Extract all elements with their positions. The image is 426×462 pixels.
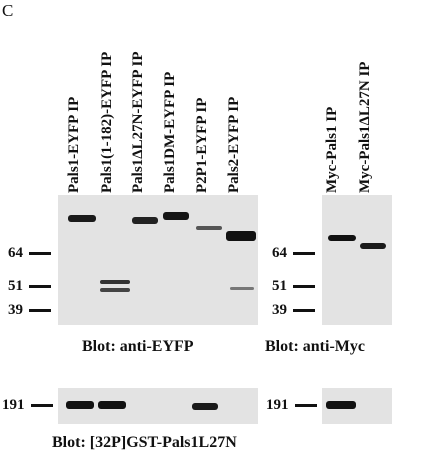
marker-51-right: 51: [272, 279, 315, 294]
band: [163, 212, 189, 220]
marker-39-right: 39: [272, 303, 315, 318]
marker-39-left: 39: [8, 303, 51, 318]
band: [328, 235, 356, 241]
lane-label-4: Pals1DM-EYFP IP: [162, 71, 178, 193]
marker-label: 51: [8, 278, 23, 294]
band: [230, 287, 254, 290]
band: [132, 217, 158, 224]
marker-tick: [293, 252, 315, 255]
marker-label: 64: [272, 245, 287, 261]
marker-tick: [29, 309, 51, 312]
band: [100, 280, 130, 284]
lane-label-3: Pals1ΔL27N-EYFP IP: [130, 51, 146, 194]
marker-191-right: 191: [266, 398, 317, 413]
band: [226, 231, 256, 241]
lane-label-1: Pals1-EYFP IP: [66, 96, 82, 193]
lane-label-2: Pals1(1-182)-EYFP IP: [99, 51, 115, 193]
caption-anti-eyfp: Blot: anti-EYFP: [82, 338, 194, 355]
marker-64-left: 64: [8, 246, 51, 261]
blot-anti-eyfp: [58, 195, 258, 325]
marker-label: 191: [266, 397, 289, 413]
blot-32p-left: [58, 388, 258, 424]
lane-label-myc-2: Myc-Pals1ΔL27N IP: [357, 61, 373, 193]
marker-tick: [29, 285, 51, 288]
band: [68, 215, 96, 222]
panel-letter: C: [2, 1, 14, 20]
lane-label-6: Pals2-EYFP IP: [226, 96, 242, 193]
caption-anti-myc: Blot: anti-Myc: [265, 338, 365, 355]
marker-tick: [293, 285, 315, 288]
marker-tick: [30, 404, 53, 407]
band: [196, 226, 222, 230]
marker-label: 51: [272, 278, 287, 294]
marker-51-left: 51: [8, 279, 51, 294]
band: [326, 401, 356, 409]
band: [66, 401, 94, 409]
band: [100, 288, 130, 292]
marker-191-left: 191: [2, 398, 53, 413]
marker-tick: [293, 309, 315, 312]
marker-label: 64: [8, 245, 23, 261]
marker-tick: [294, 404, 317, 407]
caption-32p: Blot: [32P]GST-Pals1L27N: [52, 434, 237, 451]
marker-label: 39: [272, 302, 287, 318]
marker-64-right: 64: [272, 246, 315, 261]
marker-label: 39: [8, 302, 23, 318]
band: [192, 403, 218, 410]
lane-label-5: P2P1-EYFP IP: [194, 97, 210, 193]
marker-label: 191: [2, 397, 25, 413]
blot-anti-myc: [322, 195, 392, 325]
band: [360, 243, 386, 249]
lane-label-myc-1: Myc-Pals1 IP: [324, 106, 340, 193]
marker-tick: [29, 252, 51, 255]
blot-32p-right: [322, 388, 392, 424]
band: [98, 401, 126, 409]
